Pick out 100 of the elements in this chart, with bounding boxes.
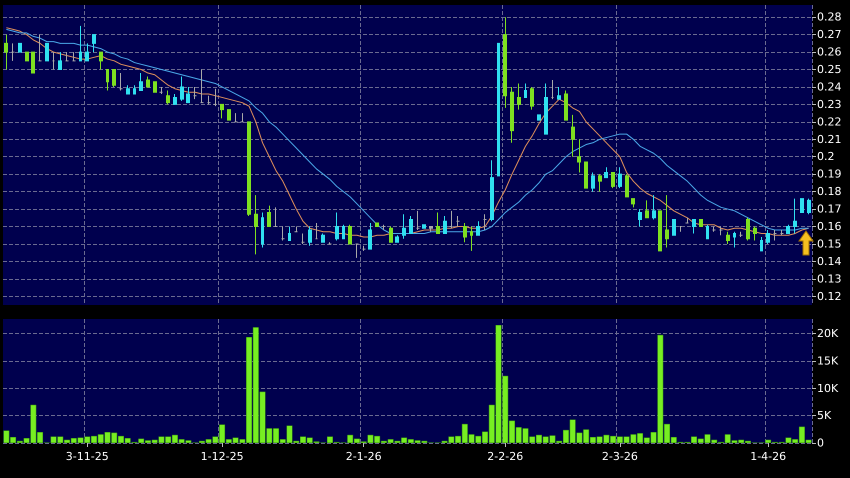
candlestick (429, 226, 433, 232)
candlestick (557, 86, 561, 100)
candlestick (139, 72, 143, 91)
candlestick (530, 86, 534, 110)
x-tick-label: 1-12-25 (200, 450, 244, 463)
candlestick (119, 72, 123, 91)
candlestick (571, 114, 575, 158)
candlestick (564, 90, 568, 121)
candlestick (699, 219, 703, 228)
y-tick-label: 0.25 (817, 63, 842, 76)
candlestick (679, 226, 682, 232)
candlestick (733, 231, 736, 248)
candlestick (72, 52, 76, 62)
candlestick (65, 52, 69, 62)
candlestick (719, 226, 723, 236)
candlestick (79, 25, 82, 62)
candlestick (625, 174, 629, 198)
candlestick (126, 84, 130, 94)
candlestick (355, 243, 359, 258)
candlestick (409, 216, 413, 234)
candlestick (200, 69, 204, 104)
candlestick (362, 245, 366, 252)
candlestick (99, 52, 103, 70)
candlestick (31, 52, 35, 74)
candlestick (25, 52, 29, 62)
candlestick (342, 224, 345, 240)
candlestick (766, 230, 770, 244)
candlestick (645, 200, 649, 218)
candlestick (321, 232, 325, 243)
candlestick (456, 216, 460, 228)
candlestick (591, 172, 595, 192)
candlestick (220, 104, 224, 119)
candlestick (463, 222, 467, 243)
candlestick (706, 224, 709, 240)
candlestick (422, 224, 426, 229)
candlestick (665, 194, 669, 248)
y-tick-label: 0.12 (817, 290, 842, 303)
y-tick-label: 0.16 (817, 220, 842, 234)
candlestick (112, 69, 116, 88)
candlestick (348, 224, 352, 244)
candlestick (503, 16, 507, 108)
candlestick (443, 216, 447, 234)
y-tick-label: 0.27 (817, 28, 842, 42)
candlestick (335, 212, 339, 241)
y-tick-label: 0.14 (817, 254, 842, 268)
candlestick (166, 90, 170, 105)
candlestick (193, 86, 197, 100)
y-tick-label: 0.2 (817, 150, 834, 164)
candlestick (517, 82, 521, 110)
candlestick (584, 161, 588, 189)
candlestick (483, 214, 487, 230)
candlestick (294, 226, 298, 232)
y-tick-label: 0.26 (817, 46, 842, 59)
candlestick (658, 210, 662, 252)
candlestick (476, 220, 480, 236)
candlestick (58, 52, 62, 70)
candlestick (692, 219, 696, 234)
candlestick (395, 234, 399, 243)
y-tick-label: 0 (817, 436, 824, 450)
candlestick (672, 219, 676, 236)
candlestick (18, 42, 22, 53)
y-tick-label: 5K (817, 409, 832, 422)
candlestick (375, 222, 379, 228)
candlestick (234, 112, 238, 122)
candlestick (308, 226, 312, 246)
candlestick (146, 76, 150, 88)
candlestick (712, 226, 716, 232)
candlestick (786, 224, 790, 234)
candlestick (780, 230, 784, 236)
candlestick (368, 222, 372, 250)
candlestick (213, 88, 217, 107)
candlestick (38, 34, 42, 62)
candlestick (577, 138, 581, 173)
candlestick (274, 206, 278, 228)
candlestick (180, 76, 184, 102)
candlestick (638, 208, 642, 228)
candlestick (497, 42, 500, 176)
candlestick (685, 217, 689, 224)
candlestick (153, 81, 157, 93)
candlestick (416, 210, 420, 230)
y-tick-label: 0.18 (817, 185, 842, 198)
candlestick (288, 226, 291, 241)
candlestick (173, 93, 177, 105)
candlestick (92, 34, 96, 53)
candlestick (631, 198, 635, 208)
candlestick (389, 226, 393, 243)
y-tick-label: 0.24 (817, 80, 842, 94)
candlestick (800, 198, 804, 214)
y-tick-label: 0.28 (817, 10, 842, 24)
candlestick (281, 226, 285, 241)
candlestick (436, 212, 440, 234)
y-tick-label: 0.22 (817, 115, 842, 128)
candlestick (45, 42, 49, 62)
candlestick (611, 172, 615, 189)
candlestick (106, 69, 109, 91)
candlestick (315, 222, 318, 240)
candlestick (247, 121, 251, 217)
candlestick (537, 114, 541, 121)
candlestick (4, 34, 8, 70)
candlestick (254, 194, 258, 255)
